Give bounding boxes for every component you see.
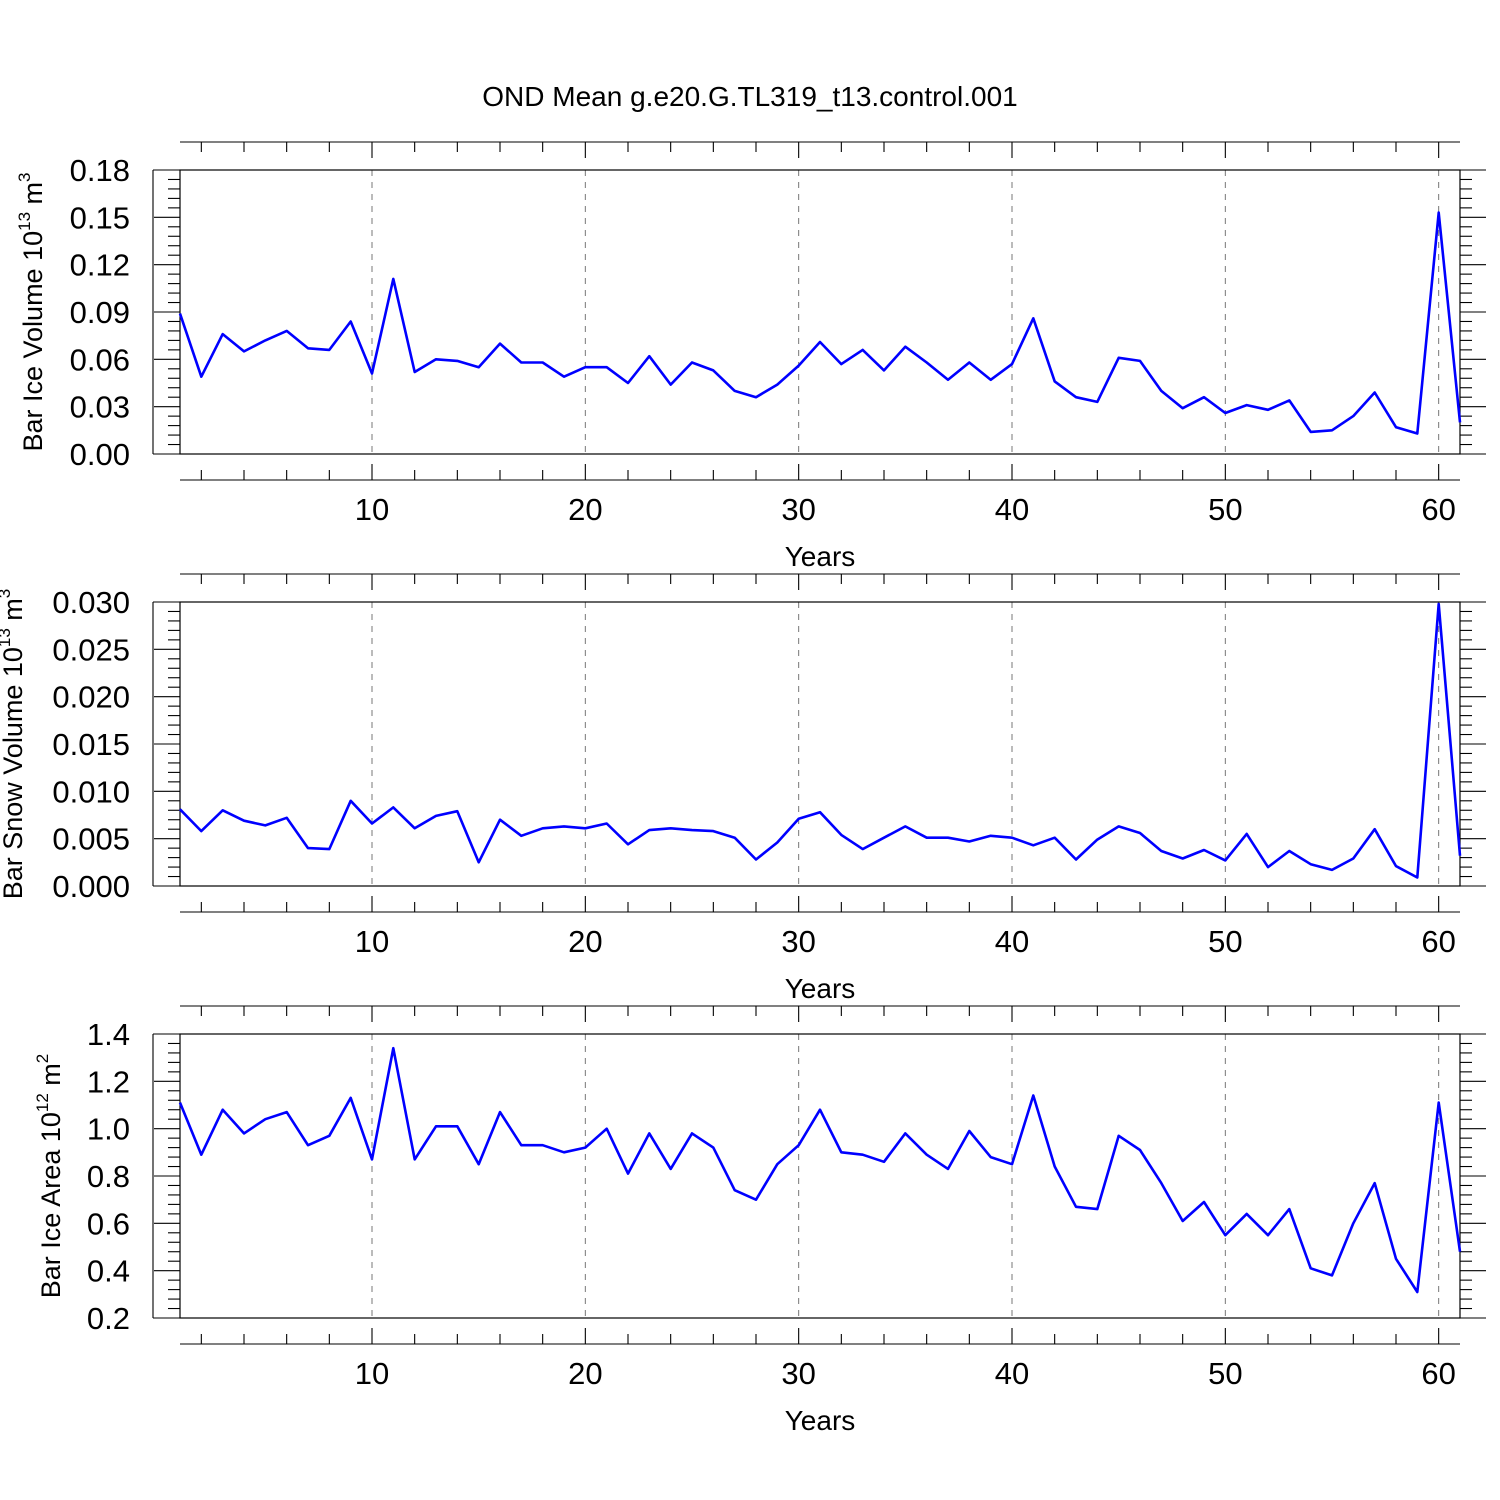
x-tick-label: 40 (995, 1356, 1029, 1391)
x-tick-label: 30 (781, 492, 815, 527)
x-tick-label: 40 (995, 924, 1029, 959)
panel-3: 10 20 30 40 50 60 Years 0.2 0.4 0.6 0.8 1.0 1.2 1.4 Ba… (33, 1005, 1486, 1436)
y-axis-title: Bar Ice Volume 1013 m3 (15, 172, 48, 451)
x-tick-label: 10 (355, 924, 389, 959)
x-axis-title: Years (785, 541, 856, 572)
x-tick-label: 20 (568, 1356, 602, 1391)
y-tick-label: 0.15 (70, 200, 130, 235)
y-tick-label: 0.4 (87, 1254, 130, 1289)
x-axis-title: Years (785, 1405, 856, 1436)
y-tick-label: 1.4 (87, 1017, 130, 1052)
series-line (179, 602, 1462, 879)
x-tick-label: 50 (1208, 924, 1242, 959)
y-tick-label: 1.0 (87, 1112, 130, 1147)
y-tick-label: 0.000 (52, 869, 130, 904)
x-axis-title: Years (785, 973, 856, 1004)
x-tick-label: 20 (568, 924, 602, 959)
y-tick-label: 0.030 (52, 585, 130, 620)
y-tick-label: 0.015 (52, 727, 130, 762)
y-tick-label: 0.025 (52, 632, 130, 667)
panel-1: 10 20 30 40 50 60 Years 0.00 0.03 0.06 0.09 0.12 0.1… (15, 141, 1486, 572)
x-tick-label: 30 (781, 1356, 815, 1391)
series-line (178, 211, 1462, 435)
y-tick-label: 0.010 (52, 774, 130, 809)
y-tick-label: 0.8 (87, 1159, 130, 1194)
x-tick-label: 50 (1208, 1356, 1242, 1391)
x-tick-label: 10 (355, 1356, 389, 1391)
y-tick-label: 0.03 (70, 390, 130, 425)
y-tick-label: 0.06 (70, 342, 130, 377)
y-tick-label: 0.2 (87, 1301, 130, 1336)
y-tick-label: 1.2 (87, 1064, 130, 1099)
y-tick-label: 0.12 (70, 248, 130, 283)
chart-title: OND Mean g.e20.G.TL319_t13.control.001 (482, 81, 1017, 112)
y-tick-label: 0.18 (70, 153, 130, 188)
x-tick-label: 10 (355, 492, 389, 527)
panel-2: 10 20 30 40 50 60 Years 0.000 0.005 0.010 0.015 0.0… (0, 573, 1486, 1004)
y-axis-title: Bar Ice Area 1012 m2 (33, 1054, 66, 1299)
x-tick-label: 20 (568, 492, 602, 527)
y-axis-title: Bar Snow Volume 1013 m3 (0, 589, 28, 900)
series-line (178, 1046, 1462, 1294)
x-tick-label: 60 (1421, 492, 1455, 527)
y-tick-label: 0.00 (70, 437, 130, 472)
x-tick-label: 50 (1208, 492, 1242, 527)
x-tick-label: 40 (995, 492, 1029, 527)
x-tick-label: 60 (1421, 924, 1455, 959)
x-tick-label: 30 (781, 924, 815, 959)
x-tick-label: 60 (1421, 1356, 1455, 1391)
y-tick-label: 0.09 (70, 295, 130, 330)
y-tick-label: 0.020 (52, 680, 130, 715)
chart-panels: 10 20 30 40 50 60 Years 0.00 0.03 0.06 0.09 0.12 0.1… (0, 141, 1486, 1436)
y-tick-label: 0.6 (87, 1206, 130, 1241)
y-tick-label: 0.005 (52, 822, 130, 857)
